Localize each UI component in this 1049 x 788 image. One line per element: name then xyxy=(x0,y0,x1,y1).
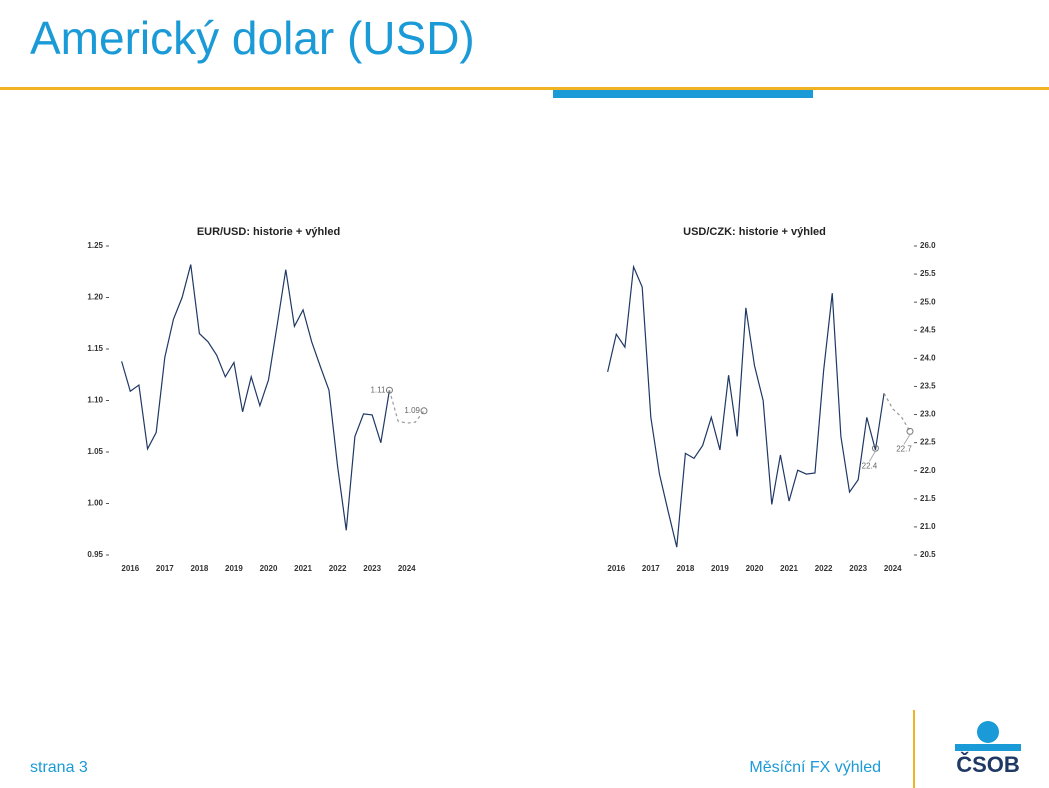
header-accent xyxy=(553,90,813,98)
x-tick-label: 2016 xyxy=(121,564,139,573)
footer-title: Měsíční FX výhled xyxy=(749,759,881,776)
y-tick-label: 26.0 xyxy=(920,241,936,250)
x-tick-label: 2016 xyxy=(607,564,625,573)
annotation-leader xyxy=(903,434,911,445)
y-tick-label: 24.0 xyxy=(920,353,936,362)
x-tick-label: 2017 xyxy=(642,564,660,573)
chart-title: USD/CZK: historie + výhled xyxy=(683,226,826,238)
annotation-label: 1.09 xyxy=(404,406,420,415)
annotation-label: 1.11 xyxy=(370,385,386,394)
x-tick-label: 2022 xyxy=(815,564,833,573)
slide-title: Americký dolar (USD) xyxy=(30,12,475,64)
x-tick-label: 2020 xyxy=(260,564,278,573)
annotation-leader xyxy=(869,450,876,462)
y-tick-label: 1.10 xyxy=(87,396,103,405)
x-tick-label: 2024 xyxy=(884,564,902,573)
y-tick-label: 20.5 xyxy=(920,550,936,559)
y-tick-label: 24.5 xyxy=(920,325,936,334)
page-number: strana 3 xyxy=(30,759,88,776)
x-tick-label: 2018 xyxy=(190,564,208,573)
header-rule xyxy=(0,87,1049,90)
logo-text: ČSOB xyxy=(956,752,1020,777)
x-tick-label: 2019 xyxy=(225,564,243,573)
x-tick-label: 2022 xyxy=(329,564,347,573)
x-tick-label: 2021 xyxy=(780,564,798,573)
x-tick-label: 2018 xyxy=(676,564,694,573)
y-tick-label: 23.5 xyxy=(920,382,936,391)
x-tick-label: 2017 xyxy=(156,564,174,573)
y-tick-label: 22.0 xyxy=(920,466,936,475)
y-tick-label: 1.20 xyxy=(87,293,103,302)
x-tick-label: 2021 xyxy=(294,564,312,573)
logo: ČSOB xyxy=(955,721,1021,777)
y-tick-label: 25.5 xyxy=(920,269,936,278)
y-tick-label: 0.95 xyxy=(87,550,103,559)
y-tick-label: 1.25 xyxy=(87,241,103,250)
y-tick-label: 1.05 xyxy=(87,447,103,456)
x-tick-label: 2024 xyxy=(398,564,416,573)
y-tick-label: 21.5 xyxy=(920,494,936,503)
line-series xyxy=(388,390,425,424)
annotation-marker xyxy=(420,407,428,415)
line-series xyxy=(883,392,911,432)
x-tick-label: 2020 xyxy=(746,564,764,573)
line-series xyxy=(121,264,391,531)
chart-title: EUR/USD: historie + výhled xyxy=(197,226,340,238)
y-tick-label: 21.0 xyxy=(920,522,936,531)
y-tick-label: 1.15 xyxy=(87,344,103,353)
logo-bar xyxy=(955,744,1021,751)
logo-circle xyxy=(977,721,999,743)
annotation-label: 22.7 xyxy=(896,445,912,454)
y-tick-label: 1.00 xyxy=(87,499,103,508)
y-tick-label: 25.0 xyxy=(920,297,936,306)
annotation-marker xyxy=(385,386,393,394)
line-series xyxy=(607,264,885,548)
annotation-marker xyxy=(906,427,914,435)
footer-rule xyxy=(913,710,915,788)
y-tick-label: 22.5 xyxy=(920,438,936,447)
y-tick-label: 23.0 xyxy=(920,410,936,419)
x-tick-label: 2023 xyxy=(849,564,867,573)
x-tick-label: 2019 xyxy=(711,564,729,573)
x-tick-label: 2023 xyxy=(363,564,381,573)
annotation-label: 22.4 xyxy=(862,461,878,470)
